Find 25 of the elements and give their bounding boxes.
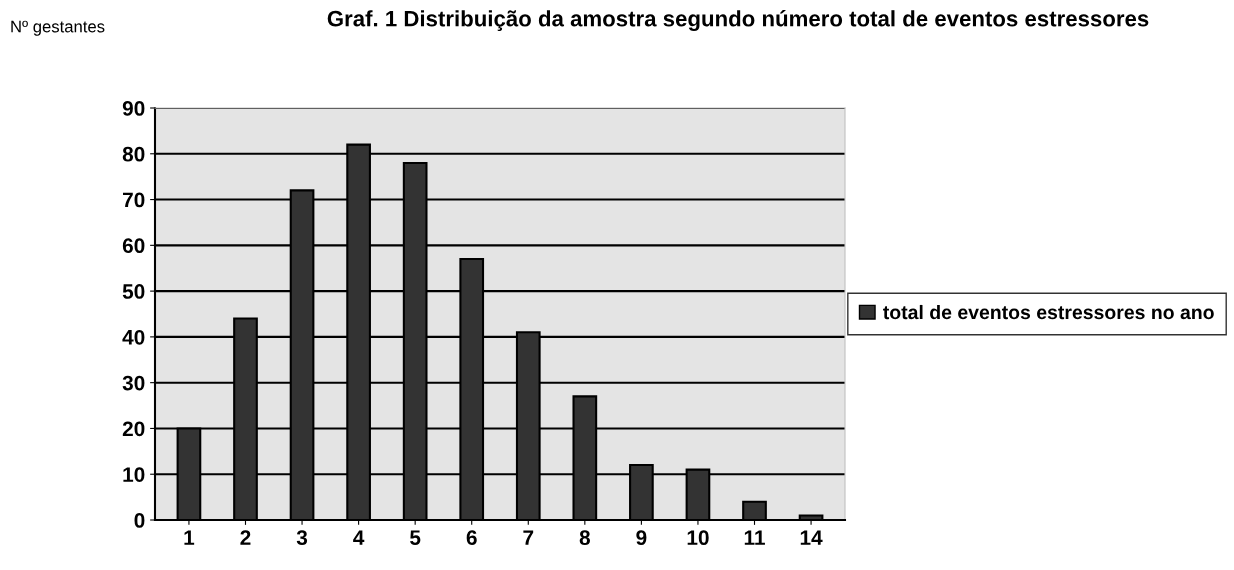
- legend-label: total de eventos estressores no ano: [883, 304, 1214, 320]
- x-tick-label: 9: [636, 530, 647, 546]
- y-axis-title: Nº gestantes: [11, 20, 105, 36]
- x-tick-label: 1: [184, 530, 195, 545]
- y-tick-label: 20: [122, 421, 145, 437]
- x-tick-label: 6: [466, 530, 477, 546]
- x-tick-label: 8: [579, 530, 590, 546]
- x-tick-label: 11: [744, 530, 765, 545]
- x-tick-label: 10: [687, 530, 709, 546]
- y-tick-label: 50: [122, 284, 145, 299]
- y-tick-label: 70: [123, 192, 145, 208]
- x-tick-label: 3: [296, 530, 308, 546]
- y-tick-label: 90: [122, 101, 145, 116]
- chart-title: Graf. 1 Distribuição da amostra segundo número total de eventos estressores: [327, 10, 1149, 32]
- y-tick-label: 0: [134, 513, 145, 528]
- x-tick-label: 4: [353, 530, 365, 545]
- x-tick-label: 2: [240, 530, 251, 545]
- x-tick-label: 5: [410, 530, 421, 546]
- y-tick-label: 80: [122, 146, 145, 162]
- x-tick-label: 14: [800, 530, 823, 545]
- y-tick-label: 60: [122, 238, 145, 254]
- y-tick-label: 40: [122, 329, 145, 345]
- y-tick-label: 10: [123, 467, 145, 482]
- x-tick-label: 7: [523, 530, 534, 545]
- y-tick-label: 30: [122, 375, 145, 391]
